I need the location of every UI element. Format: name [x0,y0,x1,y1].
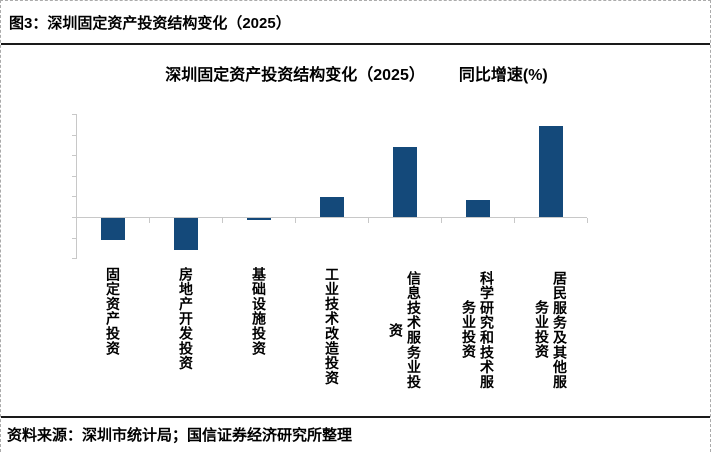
bar-value-label [443,176,513,192]
category-label-text: 居民服务及其他服务业投资 [534,270,568,390]
x-axis-tick [441,218,442,223]
x-axis-tick [514,218,515,223]
y-axis-tick-label [25,127,67,143]
x-axis-tick [76,218,77,223]
bar [393,147,417,217]
category-label: 信息技术服务业投资 [369,267,441,397]
y-axis-tick-label [25,250,67,266]
x-axis-line [76,217,587,218]
bar [539,126,563,217]
y-axis-tick-label [25,168,67,184]
x-axis-tick [222,218,223,223]
category-label-text: 科学研究和技术服务业投资 [461,270,495,390]
chart-title-text: 深圳固定资产投资结构变化（2025） [165,67,425,84]
bar [174,218,198,250]
caption-divider-line [1,43,710,45]
bar-value-label [516,102,586,118]
category-label: 房地产开发投资 [150,267,222,397]
y-axis-tick [72,258,76,260]
category-label-text: 信息技术服务业投资 [388,270,422,390]
y-axis-tick-label [25,209,67,225]
y-axis-tick [72,134,76,136]
source-note: 资料来源：深圳市统计局；国信证券经济研究所整理 [7,427,353,444]
y-axis-tick [72,155,76,157]
chart-title: 深圳固定资产投资结构变化（2025） 同比增速(%) [1,61,710,85]
bar-value-label [224,232,294,248]
category-label-text: 固定资产投资 [105,267,121,356]
y-axis-tick-label [25,188,67,204]
source-divider-line [1,416,710,418]
x-axis-tick [149,218,150,223]
bar-value-label [78,252,148,268]
category-label: 工业技术改造投资 [296,267,368,397]
y-axis-tick-label [25,230,67,246]
figure-caption: 图3：深圳固定资产投资结构变化（2025） [9,15,291,32]
bar-value-label [297,173,367,189]
x-axis-tick [368,218,369,223]
x-axis-tick [587,218,588,223]
bar-value-label [370,123,440,139]
y-axis-tick [72,175,76,177]
category-label: 固定资产投资 [77,267,149,397]
y-axis-tick [72,114,76,115]
category-label: 科学研究和技术服务业投资 [442,267,514,397]
y-axis-tick [72,237,76,239]
bar [320,197,344,217]
category-label: 居民服务及其他服务业投资 [515,267,587,397]
bar [466,200,490,217]
x-axis-tick [295,218,296,223]
chart-unit-label: 同比增速(%) [458,67,548,84]
category-label-text: 基础设施投资 [251,267,267,356]
y-axis-tick-label [25,147,67,163]
category-label-text: 工业技术改造投资 [324,267,340,386]
bar [101,218,125,240]
bar [247,218,271,220]
category-label-text: 房地产开发投资 [178,267,194,371]
y-axis-tick [72,196,76,198]
y-axis-tick-label [25,106,67,122]
category-label: 基础设施投资 [223,267,295,397]
y-axis-tick [72,217,76,218]
y-axis-line [76,114,77,260]
